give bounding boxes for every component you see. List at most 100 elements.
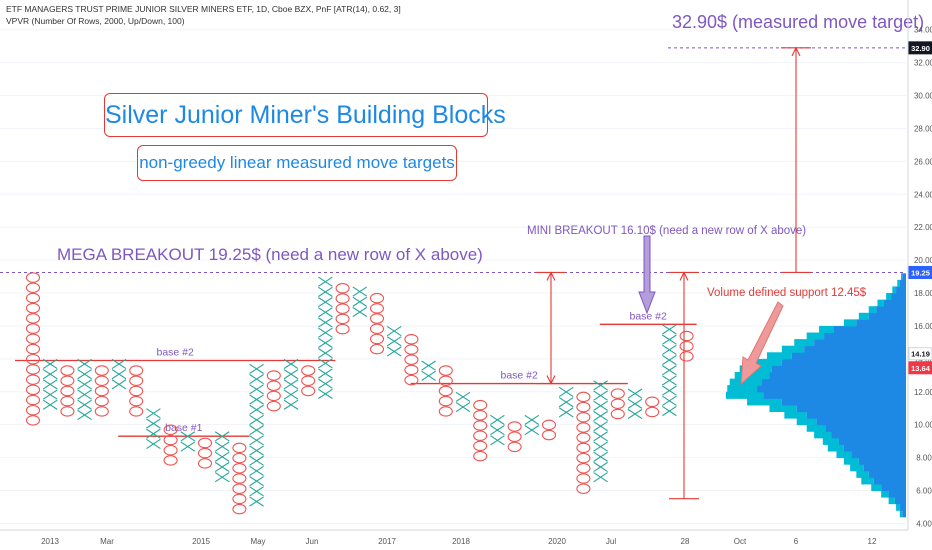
pnf-o-mark <box>301 375 316 386</box>
price-badge: 14.19 <box>908 347 932 361</box>
volume-bar-up <box>858 312 869 320</box>
pnf-x-mark <box>662 365 677 376</box>
volume-bar-up <box>886 293 892 301</box>
pnf-o-mark <box>576 412 591 423</box>
pnf-x-mark <box>77 409 92 421</box>
volume-bar-up <box>769 404 797 413</box>
mini-breakout-label: MINI BREAKOUT 16.10$ (need a new row of … <box>527 225 806 237</box>
pnf-o-mark <box>232 452 247 464</box>
pnf-x-mark <box>386 325 402 337</box>
pnf-x-mark <box>558 386 574 397</box>
pnf-x-stroke <box>386 346 402 357</box>
price-badge-label: 13.64 <box>911 364 931 373</box>
pnf-x-stroke <box>318 348 333 359</box>
pnf-o-mark <box>369 292 385 304</box>
pnf-x-stroke <box>42 358 58 370</box>
pnf-x-stroke <box>77 399 92 410</box>
volume-bar-down <box>896 286 906 294</box>
pnf-o-mark <box>679 340 694 352</box>
pnf-o-mark <box>25 415 41 426</box>
pnf-x-stroke <box>249 363 264 374</box>
volume-bar-up <box>806 332 825 340</box>
pnf-o-mark <box>645 396 660 408</box>
pnf-o-mark <box>541 429 557 441</box>
pnf-x-stroke <box>318 297 333 308</box>
pnf-x-mark <box>249 384 264 395</box>
pnf-x-mark <box>421 370 436 381</box>
pnf-o-mark <box>507 421 522 432</box>
pnf-x-mark <box>318 297 333 308</box>
y-tick-label: 20.00 <box>914 256 932 265</box>
pnf-x-mark <box>593 400 608 411</box>
pnf-x-mark <box>180 441 196 452</box>
pnf-x-stroke <box>249 384 264 395</box>
pnf-x-mark <box>662 375 677 386</box>
pnf-x-stroke <box>318 307 333 318</box>
pnf-o-mark <box>232 473 247 484</box>
pnf-x-mark <box>662 344 677 355</box>
volume-bar-up <box>850 464 864 472</box>
volume-bar-up <box>901 273 903 281</box>
pnf-x-mark <box>490 435 505 446</box>
pnf-x-mark <box>111 369 127 380</box>
pnf-o-mark <box>266 380 281 391</box>
pnf-x-stroke <box>490 414 505 425</box>
pnf-x-mark <box>111 379 127 390</box>
volume-bar-down <box>873 477 906 485</box>
pnf-x-mark <box>283 399 299 410</box>
arrow-mini-move-tail <box>546 375 556 385</box>
pnf-x-stroke <box>77 358 92 370</box>
pnf-o-mark <box>576 463 591 474</box>
pnf-marks <box>25 272 694 515</box>
pnf-o-mark <box>301 385 316 397</box>
x-tick-label: 6 <box>794 537 799 546</box>
volume-bar-down <box>868 312 906 320</box>
pnf-o-mark <box>507 431 522 442</box>
pnf-x-stroke <box>593 441 608 452</box>
pnf-x-mark <box>214 441 230 452</box>
pnf-x-mark <box>455 391 471 402</box>
pnf-x-mark <box>318 337 333 348</box>
pnf-o-mark <box>576 432 591 443</box>
pnf-x-mark <box>249 496 264 507</box>
pnf-o-mark <box>335 283 350 294</box>
pnf-o-mark <box>60 406 75 417</box>
volume-bar-down <box>868 470 906 478</box>
price-badge-bg <box>908 347 932 361</box>
pnf-x-mark <box>593 451 608 462</box>
pnf-x-stroke <box>558 386 574 397</box>
annotation-title-box: Silver Junior Miner's Building Blocks <box>104 93 506 137</box>
volume-bar-down <box>899 503 906 511</box>
pnf-x-stroke <box>352 306 368 318</box>
pnf-x-stroke <box>593 400 608 411</box>
volume-bar-up <box>827 444 844 452</box>
pnf-o-mark <box>645 406 660 418</box>
pnf-x-stroke <box>318 276 333 287</box>
pnf-x-stroke <box>249 435 264 446</box>
pnf-o-mark <box>266 390 281 402</box>
volume-bar-down <box>851 451 906 459</box>
volume-support-label: Volume defined support 12.45$ <box>707 287 867 299</box>
price-badge-bg <box>908 265 932 279</box>
pnf-o-mark <box>301 365 316 376</box>
pnf-o-mark <box>404 364 419 376</box>
pnf-x-mark <box>249 465 264 476</box>
y-tick-label: 24.00 <box>914 190 932 199</box>
annotation-subtitle-box: non-greedy linear measured move targets <box>137 145 457 181</box>
base-1-label: base #1 <box>165 422 203 434</box>
pnf-x-stroke <box>249 465 264 476</box>
pnf-x-stroke <box>318 317 333 328</box>
volume-bar-down <box>831 431 906 439</box>
pnf-o-mark <box>576 401 591 413</box>
pnf-x-mark <box>318 358 333 369</box>
pnf-x-stroke <box>146 428 161 439</box>
volume-bar-up <box>806 424 826 432</box>
pnf-x-stroke <box>662 385 677 396</box>
pnf-o-mark <box>25 384 41 396</box>
pnf-x-mark <box>42 399 58 410</box>
pnf-x-mark <box>318 286 333 297</box>
volume-bar-down <box>769 372 906 380</box>
pnf-x-stroke <box>455 402 471 413</box>
pnf-x-stroke <box>77 409 92 421</box>
